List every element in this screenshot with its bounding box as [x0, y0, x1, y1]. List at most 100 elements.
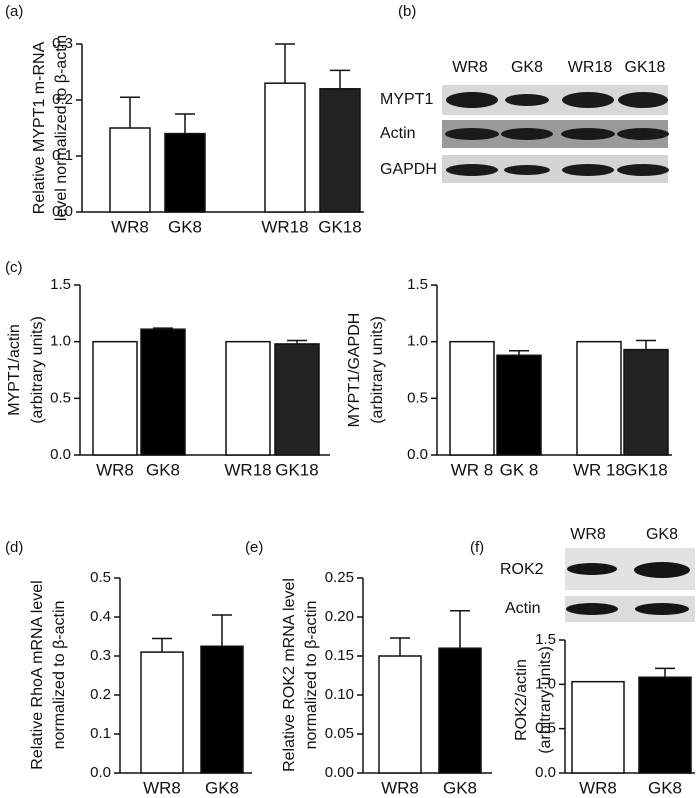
bands [566, 562, 690, 615]
panel-label: (d) [5, 539, 23, 556]
y-tick-label: 0.05 [325, 725, 354, 742]
bar [164, 132, 206, 213]
x-tick-label: GK18 [275, 460, 318, 479]
x-tick-label: GK8 [443, 778, 477, 797]
x-tick-label: WR8 [579, 778, 617, 797]
panel-label: (c) [5, 259, 23, 276]
y-axis-label: (arbitrary units) [369, 316, 386, 424]
y-tick-label: 0.00 [325, 764, 354, 781]
y-tick-label: 0.3 [90, 647, 111, 664]
lane-label: GK18 [625, 59, 666, 76]
y-tick-label: 1.5 [407, 276, 428, 293]
bands [445, 92, 669, 176]
x-tick-label: WR8 [96, 460, 134, 479]
y-tick-label: 0.1 [52, 147, 73, 164]
y-tick-label: 0.5 [50, 389, 71, 406]
y-tick-label: 0.4 [90, 608, 111, 625]
x-tick-label: GK 8 [500, 460, 539, 479]
y-axis-label: MYPT1/GAPDH [346, 313, 363, 428]
y-tick-label: 1.5 [50, 276, 71, 293]
bar-chart: (f) 0.0 0.5 1.0 1.5 ROK2/actin (arbitrary unit… [470, 539, 695, 797]
bar [264, 82, 306, 213]
x-tick-label: WR 18 [573, 460, 625, 479]
bar [140, 328, 186, 456]
bar [92, 340, 138, 456]
y-tick-label: 1.5 [535, 631, 556, 648]
y-tick-label: 0.0 [535, 764, 556, 781]
bar [225, 340, 271, 456]
lane-label: WR8 [570, 526, 606, 543]
y-tick-label: 0.5 [407, 389, 428, 406]
row-label: Actin [380, 125, 416, 142]
y-axis-label: MYPT1/actin [6, 324, 23, 416]
bar [571, 680, 625, 774]
x-tick-label: GK8 [146, 460, 180, 479]
y-axis-label: normalized to β-actin [303, 601, 320, 750]
y-axis-label: Relative ROK2 mRNA level [281, 578, 298, 772]
lane-label: GK8 [646, 526, 678, 543]
y-tick-label: 0.5 [90, 569, 111, 586]
blot-f: WR8 GK8 ROK2 Actin [500, 526, 695, 622]
y-tick-label: 0.1 [90, 725, 111, 742]
x-tick-label: GK18 [318, 217, 361, 236]
y-tick-label: 0.0 [407, 446, 428, 463]
x-tick-label: WR8 [381, 778, 419, 797]
blot-b: (b) WR8 GK8 WR18 GK18 MYPT1 Actin GAPDH [380, 3, 669, 183]
y-tick-label: 1.0 [407, 333, 428, 350]
bar [378, 655, 422, 774]
lane-label: GK8 [511, 59, 543, 76]
row-label: Actin [505, 600, 541, 617]
bar-chart: (e) 0.00 0.05 0.10 0.15 0.20 0.25 Relative ROK2… [245, 539, 492, 797]
x-tick-label: GK8 [205, 778, 239, 797]
x-tick-label: WR8 [111, 217, 149, 236]
x-tick-label: WR8 [143, 778, 181, 797]
panel-label: (a) [5, 3, 23, 20]
bar [274, 343, 320, 456]
row-label: MYPT1 [380, 91, 433, 108]
row-label: GAPDH [380, 161, 437, 178]
y-axis-label: (arbitrary units) [29, 316, 46, 424]
bar-chart: (c) 0.0 0.5 1.0 1.5 MYPT1/actin (arbitrary uni… [5, 259, 330, 479]
y-axis-label: normalized to β-actin [51, 601, 68, 750]
bar [449, 340, 495, 456]
x-tick-label: WR18 [261, 217, 308, 236]
panel-label: (b) [398, 3, 416, 20]
row-label: ROK2 [500, 561, 544, 578]
bar-chart: (d) 0.0 0.1 0.2 0.3 0.4 0.5 Relative RhoA mRNA … [5, 539, 252, 797]
panel-label: (f) [470, 539, 484, 556]
bar-chart: 0.0 0.5 1.0 1.5 MYPT1/GAPDH (arbitrary units)… [346, 276, 672, 479]
y-tick-label: 0.25 [325, 569, 354, 586]
bar [140, 651, 184, 774]
lane-label: WR8 [452, 59, 488, 76]
bar [438, 647, 482, 774]
bar [319, 88, 361, 213]
y-tick-label: 1.0 [535, 675, 556, 692]
panel-label: (e) [245, 539, 263, 556]
bar [623, 348, 669, 456]
y-tick-label: 0.2 [90, 686, 111, 703]
bar [576, 340, 622, 456]
y-tick-label: 0.15 [325, 647, 354, 664]
x-tick-label: GK8 [648, 778, 682, 797]
y-tick-label: 0.20 [325, 608, 354, 625]
bar [638, 676, 692, 774]
y-axis-label: level normalized to β-actin [53, 35, 70, 221]
y-tick-label: 0.0 [52, 203, 73, 220]
x-tick-label: WR18 [224, 460, 271, 479]
y-tick-label: 0.2 [52, 91, 73, 108]
y-axis-label: (arbitrary units) [537, 646, 554, 754]
y-axis-label: ROK2/actin [513, 659, 530, 741]
bar [200, 645, 244, 774]
bar [109, 127, 151, 213]
x-tick-label: WR 8 [451, 460, 494, 479]
y-tick-label: 0.10 [325, 686, 354, 703]
x-tick-label: GK8 [168, 217, 202, 236]
y-tick-label: 0.0 [50, 446, 71, 463]
lane-label: WR18 [568, 59, 613, 76]
bar [496, 354, 542, 456]
y-tick-label: 0.5 [535, 720, 556, 737]
y-tick-label: 0.0 [90, 764, 111, 781]
y-axis-label: Relative RhoA mRNA level [29, 580, 46, 769]
